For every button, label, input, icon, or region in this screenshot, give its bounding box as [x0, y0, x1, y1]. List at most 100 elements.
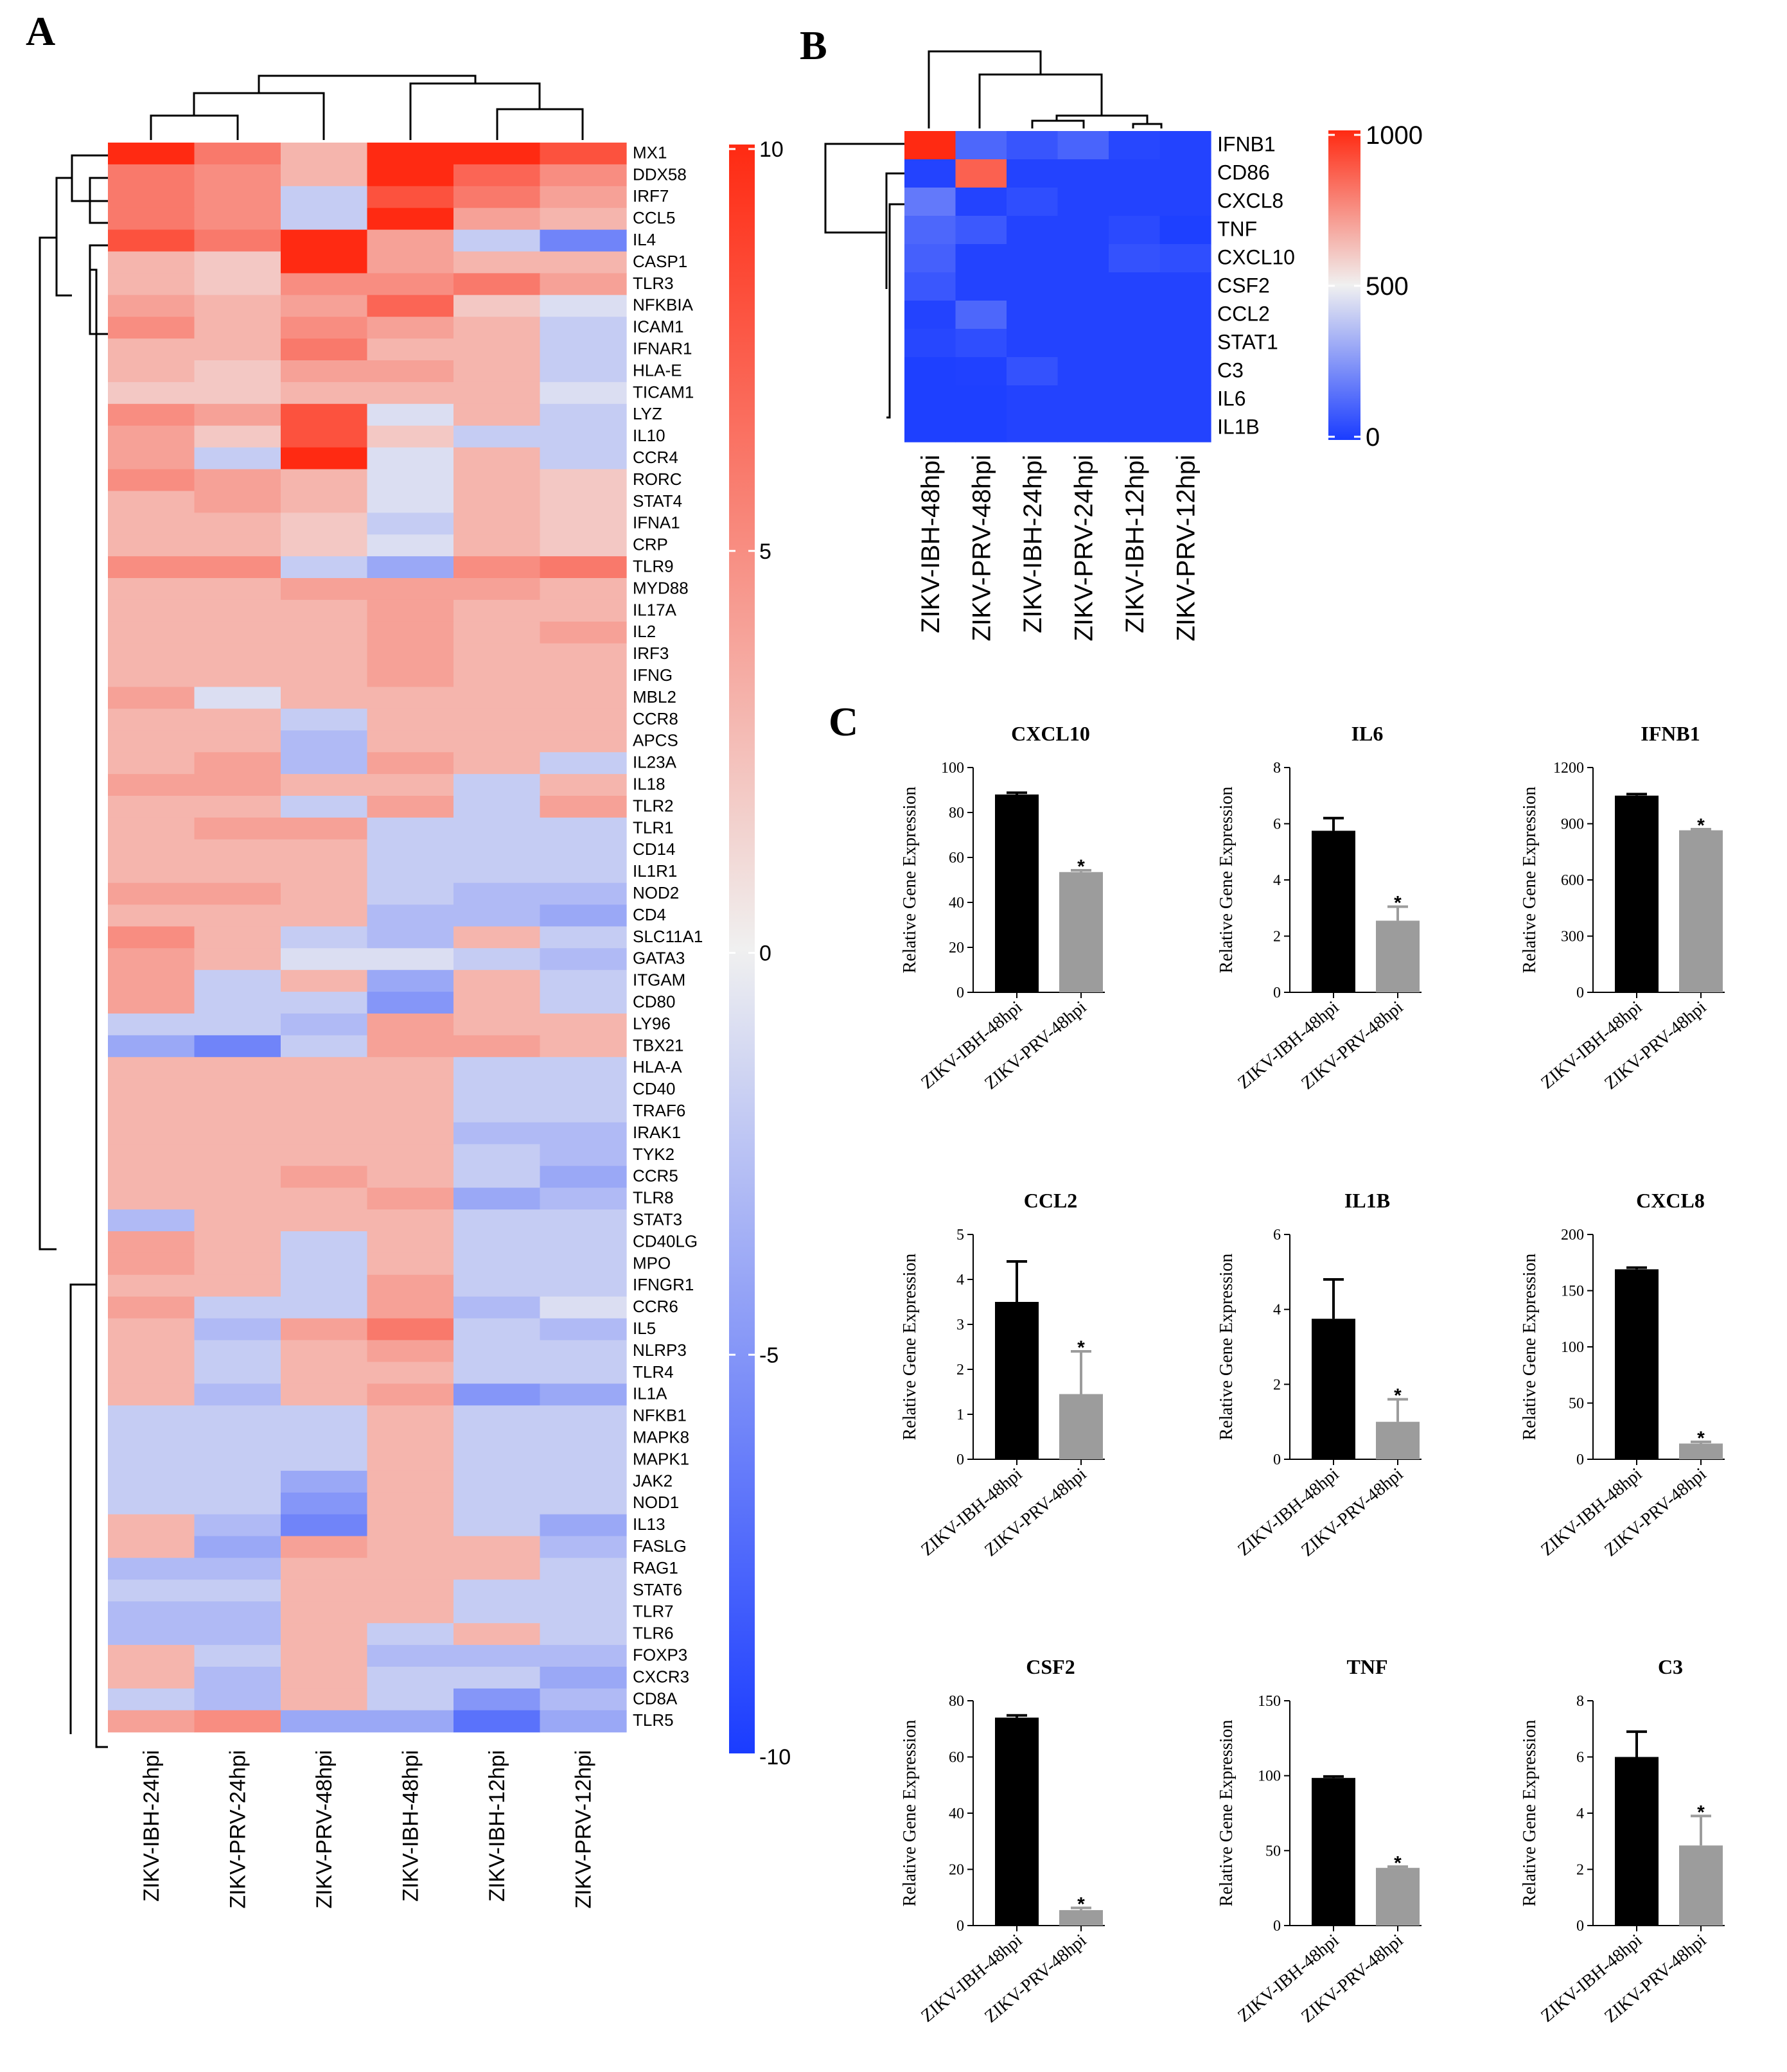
heatmap-a-cell — [194, 599, 281, 622]
heatmap-a-row-label: IL1A — [633, 1384, 667, 1403]
heatmap-a-cell — [367, 1166, 454, 1188]
heatmap-a-cell — [540, 1710, 627, 1733]
heatmap-a-cell — [453, 295, 541, 317]
heatmap-b-cell — [1109, 329, 1161, 358]
heatmap-a-cell — [453, 425, 541, 448]
heatmap-a-cell — [453, 1100, 541, 1123]
y-tick-label: 20 — [949, 1862, 964, 1879]
heatmap-a-cell — [108, 164, 195, 187]
heatmap-a-cell — [281, 513, 368, 535]
heatmap-a-cell — [108, 1405, 195, 1428]
heatmap-a-row-label: MBL2 — [633, 687, 676, 707]
heatmap-a-cell — [281, 774, 368, 796]
heatmap-a-cell — [108, 1383, 195, 1406]
heatmap-a-row-label: IL13 — [633, 1514, 665, 1534]
heatmap-a-cell — [453, 948, 541, 970]
heatmap-a-cell — [194, 774, 281, 796]
heatmap-a-cell — [194, 796, 281, 818]
y-tick-label: 4 — [1576, 1805, 1584, 1822]
heatmap-b-row-label: STAT1 — [1217, 331, 1278, 354]
heatmap-a-cell — [281, 752, 368, 775]
heatmap-a-cell — [194, 164, 281, 187]
heatmap-a-cell — [281, 1427, 368, 1450]
heatmap-a-cell — [281, 926, 368, 949]
heatmap-a-cell — [367, 904, 454, 927]
heatmap-a-cell — [367, 338, 454, 361]
heatmap-a-cell — [108, 1188, 195, 1210]
y-tick-label: 50 — [1265, 1843, 1281, 1859]
heatmap-b-row-label: IFNB1 — [1217, 133, 1276, 156]
heatmap-a-cell — [540, 861, 627, 884]
heatmap-a-cell — [281, 1645, 368, 1667]
y-tick-label: 4 — [1273, 1302, 1281, 1319]
heatmap-a-cell — [281, 578, 368, 601]
heatmap-a-cell — [108, 774, 195, 796]
heatmap-a-cell — [281, 403, 368, 426]
y-tick-label: 40 — [949, 895, 964, 911]
panel-label-a: A — [26, 8, 55, 54]
heatmap-a-cell — [453, 360, 541, 383]
heatmap-a-cell — [194, 295, 281, 317]
heatmap-a-cell — [540, 1470, 627, 1493]
heatmap-a-cell — [453, 556, 541, 579]
y-tick-label: 0 — [1576, 1452, 1584, 1468]
heatmap-a-cell — [108, 643, 195, 666]
heatmap-a-cell — [281, 904, 368, 927]
heatmap-a-cell — [540, 904, 627, 927]
heatmap-b-cell — [955, 188, 1007, 216]
bar — [1376, 1868, 1420, 1926]
heatmap-a-cell — [281, 1405, 368, 1428]
heatmap-a-cell — [108, 1057, 195, 1080]
bar — [1312, 1319, 1355, 1459]
heatmap-b-cell — [904, 216, 956, 245]
bar-chart-title: CXCL8 — [1636, 1189, 1705, 1212]
heatmap-a-cell — [453, 1274, 541, 1297]
heatmap-b-row-label: CCL2 — [1217, 303, 1270, 326]
heatmap-a-cell — [194, 229, 281, 252]
heatmap-b-cell — [1007, 329, 1059, 358]
heatmap-a-cell — [453, 1014, 541, 1036]
heatmap-a-cell — [194, 1601, 281, 1624]
bar — [1679, 1845, 1723, 1926]
y-axis-label: Relative Gene Expression — [1217, 1720, 1237, 1907]
heatmap-b-row-label: IL1B — [1217, 416, 1260, 439]
heatmap-a-cell — [281, 1536, 368, 1559]
heatmap-b-cell — [1109, 216, 1161, 245]
heatmap-a-cell — [540, 948, 627, 970]
heatmap-b-cell — [1007, 159, 1059, 188]
heatmap-a-row-label: STAT6 — [633, 1580, 682, 1599]
heatmap-a-cell — [194, 752, 281, 775]
heatmap-a-cell — [281, 796, 368, 818]
heatmap-a-column-label: ZIKV-IBH-48hpi — [399, 1750, 423, 1902]
heatmap-a-cell — [194, 1209, 281, 1232]
heatmap-a-cell — [540, 599, 627, 622]
heatmap-a-cell — [540, 207, 627, 231]
heatmap-a-row-label: TLR4 — [633, 1362, 674, 1382]
heatmap-a-cell — [367, 1100, 454, 1123]
y-tick-label: 6 — [1576, 1750, 1584, 1766]
heatmap-b-cell — [1057, 216, 1109, 245]
heatmap-a-cell — [108, 817, 195, 840]
heatmap-a-row-label: CD14 — [633, 839, 675, 859]
heatmap-a-row-label: TLR2 — [633, 796, 674, 815]
heatmap-b-cell — [1057, 301, 1109, 329]
heatmap-a-cell — [281, 665, 368, 688]
heatmap-a-row-label: HLA-A — [633, 1057, 682, 1076]
heatmap-a-cell — [453, 708, 541, 731]
heatmap-a-cell — [540, 1405, 627, 1428]
bar-chart-title: IL1B — [1344, 1189, 1390, 1212]
heatmap-a-row-label: LY96 — [633, 1014, 671, 1033]
y-axis-label: Relative Gene Expression — [900, 787, 920, 974]
heatmap-a-cell — [367, 1078, 454, 1102]
heatmap-a-cell — [453, 774, 541, 796]
heatmap-a-row-label: CCR5 — [633, 1166, 678, 1186]
heatmap-a-cell — [540, 687, 627, 709]
heatmap-b-cell — [1057, 131, 1109, 160]
heatmap-b-cell — [904, 272, 956, 301]
heatmap-a-cell — [453, 1252, 541, 1276]
heatmap-a-cell — [108, 317, 195, 339]
bar-chart-ifnb1: IFNB1 0 300 600 900 1200 Relative Gene Express… — [1520, 722, 1725, 1094]
heatmap-a-row-label: NOD2 — [633, 883, 679, 902]
